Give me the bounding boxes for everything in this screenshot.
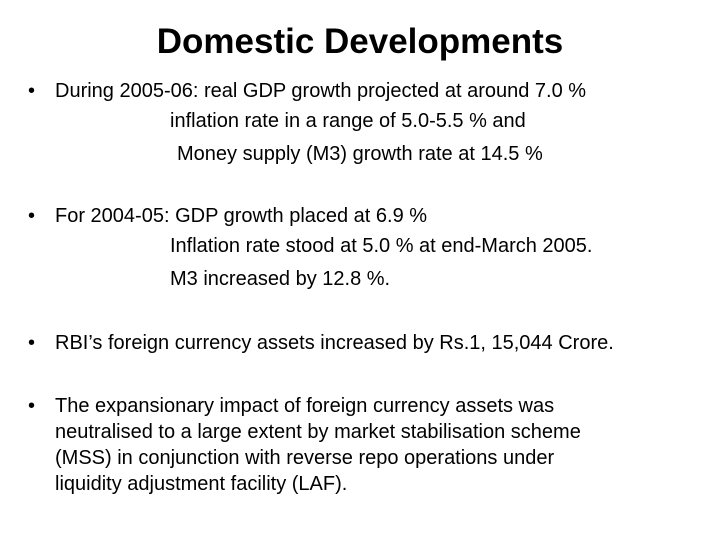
slide-title: Domestic Developments — [156, 22, 564, 61]
bullet-glyph: • — [28, 80, 36, 102]
bullet-2-line-2: Inflation rate stood at 5.0 % at end-Mar… — [170, 235, 593, 257]
bullet-1-line-1: During 2005-06: real GDP growth projecte… — [55, 80, 587, 102]
bullet-3-line-1: RBI’s foreign currency assets increased … — [55, 332, 614, 354]
bullet-4-line-1: The expansionary impact of foreign curre… — [55, 395, 555, 417]
bullet-glyph: • — [28, 332, 36, 354]
bullet-2-line-3: M3 increased by 12.8 %. — [170, 268, 391, 290]
bullet-glyph: • — [28, 395, 36, 417]
bullet-1-line-3: Money supply (M3) growth rate at 14.5 % — [177, 143, 543, 165]
bullet-4-line-4: liquidity adjustment facility (LAF). — [55, 473, 348, 495]
bullet-4-line-3: (MSS) in conjunction with reverse repo o… — [55, 447, 555, 469]
bullet-1-line-2: inflation rate in a range of 5.0-5.5 % a… — [170, 110, 526, 132]
bullet-4-line-2: neutralised to a large extent by market … — [55, 421, 581, 443]
bullet-2-line-1: For 2004-05: GDP growth placed at 6.9 % — [55, 205, 428, 227]
bullet-glyph: • — [28, 205, 36, 227]
